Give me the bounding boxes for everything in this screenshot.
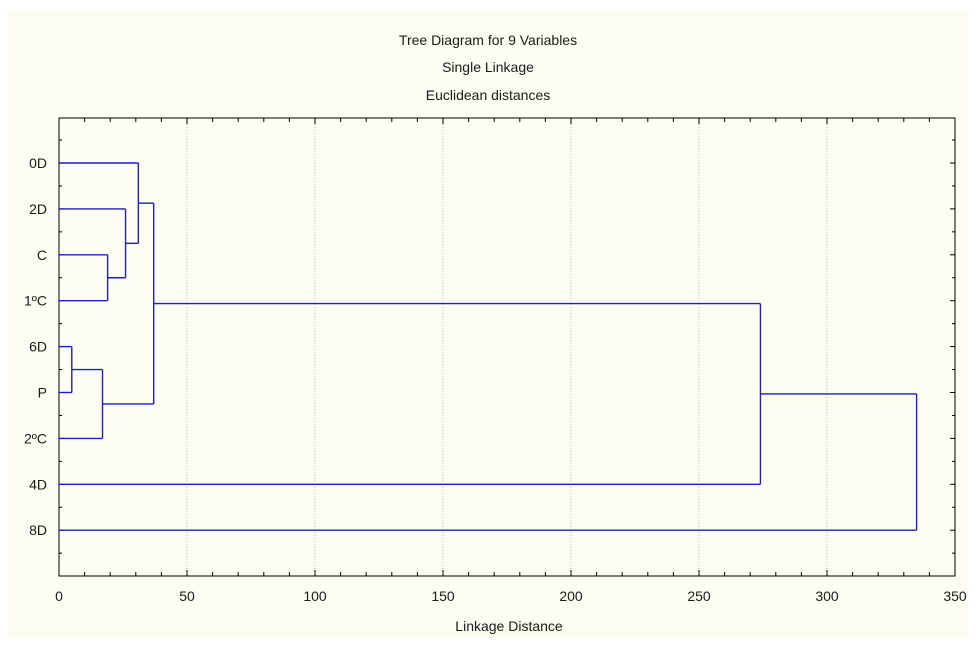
x-tick-label: 300 [815, 588, 839, 604]
chart-title: Tree Diagram for 9 Variables [399, 32, 577, 48]
x-tick-label: 250 [687, 588, 711, 604]
leaf-label: C [37, 247, 47, 263]
grid-lines [186, 118, 828, 576]
chart-subtitle-linkage: Single Linkage [442, 59, 534, 75]
x-tick-label: 100 [303, 588, 327, 604]
x-tick-label: 150 [431, 588, 455, 604]
x-axis-label: Linkage Distance [455, 618, 563, 634]
leaf-label: 2D [29, 201, 47, 217]
x-tick-label: 350 [943, 588, 967, 604]
leaf-labels: 0D 2D C 1ºC 6D P 2ºC 4D 8D [24, 155, 47, 538]
leaf-label: 1ºC [24, 293, 47, 309]
x-tick-label: 200 [559, 588, 583, 604]
dendrogram-links [59, 162, 918, 531]
plot-frame [58, 117, 956, 577]
leaf-label: P [38, 385, 47, 401]
leaf-label: 0D [29, 155, 47, 171]
chart-panel [8, 10, 968, 638]
leaf-label: 4D [29, 476, 47, 492]
leaf-label: 8D [29, 522, 47, 538]
x-tick-label: 50 [179, 588, 195, 604]
chart-subtitle-distance: Euclidean distances [426, 87, 551, 103]
x-tick-label: 0 [55, 588, 63, 604]
leaf-label: 2ºC [24, 430, 47, 446]
plot-border [58, 117, 956, 577]
leaf-label: 6D [29, 339, 47, 355]
x-axis-ticks: 0 50 100 150 200 250 300 350 [55, 588, 967, 604]
